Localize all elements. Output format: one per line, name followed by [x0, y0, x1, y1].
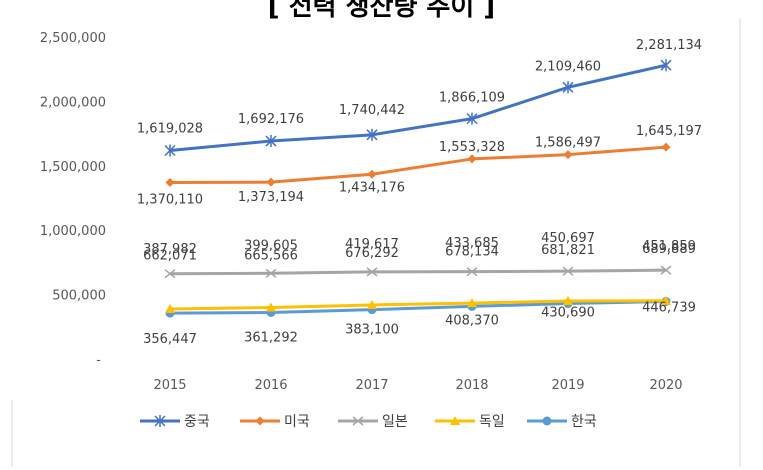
- data-label: 1,619,028: [137, 121, 203, 136]
- data-label: 450,697: [541, 231, 595, 246]
- data-label: 689,889: [642, 242, 696, 257]
- data-label: 356,447: [143, 332, 197, 347]
- legend-item-미국: 미국: [240, 414, 310, 430]
- data-point: [660, 59, 672, 72]
- data-point: [466, 112, 478, 125]
- series-독일: [165, 295, 671, 314]
- data-point: [563, 150, 573, 160]
- data-label: 408,370: [445, 313, 499, 328]
- data-point: [661, 142, 671, 152]
- legend-label: 한국: [571, 414, 597, 430]
- data-label: 433,685: [445, 236, 499, 251]
- legend-marker: [542, 416, 552, 426]
- data-point: [165, 178, 175, 188]
- x-tick-label: 2015: [153, 378, 186, 393]
- data-point: [265, 135, 277, 148]
- series-일본: [164, 265, 672, 279]
- data-point: [562, 266, 574, 276]
- x-tick-label: 2016: [254, 378, 287, 393]
- series-line: [169, 145, 667, 185]
- data-point: [660, 265, 672, 275]
- data-point: [366, 267, 378, 277]
- legend-marker: [450, 416, 460, 425]
- series-line: [169, 268, 667, 276]
- series-미국: [165, 142, 671, 188]
- legend-marker: [255, 416, 265, 426]
- series-line: [169, 299, 667, 315]
- y-tick-label: 1,000,000: [40, 224, 106, 239]
- data-label: 662,071: [143, 249, 197, 264]
- chart-title: [ 전력 생산량 추이 ]: [267, 0, 496, 22]
- data-label: 1,586,497: [535, 136, 601, 151]
- data-label: 446,739: [642, 300, 696, 315]
- x-tick-label: 2017: [355, 378, 388, 393]
- data-point: [467, 154, 477, 164]
- data-label: 1,645,197: [636, 124, 702, 139]
- x-tick-label: 2019: [551, 378, 584, 393]
- y-tick-label: 2,000,000: [40, 95, 106, 110]
- data-label: 676,292: [345, 246, 399, 261]
- data-point: [562, 81, 574, 94]
- data-label: 387,982: [143, 242, 197, 257]
- legend-label: 미국: [284, 414, 310, 430]
- data-label: 1,370,110: [137, 193, 203, 208]
- legend-item-일본: 일본: [338, 414, 408, 430]
- data-label-layer: 1,619,028 1,692,176 1,740,442 1,866,109 2,10…: [137, 38, 702, 347]
- data-label: 2,109,460: [535, 59, 601, 74]
- series-중국: [164, 59, 672, 157]
- data-point: [164, 269, 176, 279]
- y-tick-label: 2,500,000: [40, 31, 106, 46]
- x-axis: 2015 2016 2017 2018 2019 2020: [153, 378, 682, 393]
- data-label: 399,605: [244, 239, 298, 254]
- data-label: 1,373,194: [238, 190, 304, 205]
- data-point: [467, 298, 477, 308]
- legend-marker: [154, 415, 166, 427]
- data-label: 419,617: [345, 237, 399, 252]
- legend-item-중국: 중국: [140, 414, 210, 430]
- data-label: 1,740,442: [339, 103, 405, 118]
- series-layer: [164, 59, 672, 318]
- data-label: 1,866,109: [439, 91, 505, 106]
- y-tick-label: 500,000: [52, 289, 106, 304]
- data-label: 451,859: [642, 239, 696, 254]
- data-point: [661, 295, 671, 305]
- series-line: [169, 63, 667, 152]
- legend-item-독일: 독일: [435, 414, 505, 430]
- data-point: [165, 304, 175, 314]
- data-label: 678,134: [445, 245, 499, 260]
- series-line: [169, 299, 667, 311]
- x-tick-label: 2018: [455, 378, 488, 393]
- data-label: 1,553,328: [439, 140, 505, 155]
- data-point: [266, 177, 276, 187]
- data-point: [164, 144, 176, 157]
- data-label: 665,566: [244, 248, 298, 263]
- data-point: [265, 268, 277, 278]
- data-label: 430,690: [541, 306, 595, 321]
- data-point: [266, 302, 276, 312]
- legend: 중국 미국 일본 독일 한국: [140, 414, 597, 430]
- data-point: [367, 299, 377, 309]
- legend-label: 독일: [479, 414, 505, 430]
- data-label: 361,292: [244, 330, 298, 345]
- y-tick-label: -: [96, 353, 101, 368]
- data-label: 383,100: [345, 323, 399, 338]
- x-tick-label: 2020: [649, 378, 682, 393]
- legend-label: 일본: [382, 414, 408, 430]
- legend-marker: [352, 416, 364, 426]
- data-label: 2,281,134: [636, 38, 702, 53]
- data-point: [466, 267, 478, 277]
- data-point: [366, 128, 378, 141]
- data-label: 681,821: [541, 243, 595, 258]
- data-point: [367, 169, 377, 179]
- data-label: 1,692,176: [238, 112, 304, 127]
- data-point: [563, 295, 573, 305]
- y-axis: - 500,000 1,000,000 1,500,000 2,000,000 2,500…: [40, 31, 106, 368]
- legend-label: 중국: [184, 414, 210, 430]
- legend-item-한국: 한국: [527, 414, 597, 430]
- y-tick-label: 1,500,000: [40, 160, 106, 175]
- data-label: 1,434,176: [339, 180, 405, 195]
